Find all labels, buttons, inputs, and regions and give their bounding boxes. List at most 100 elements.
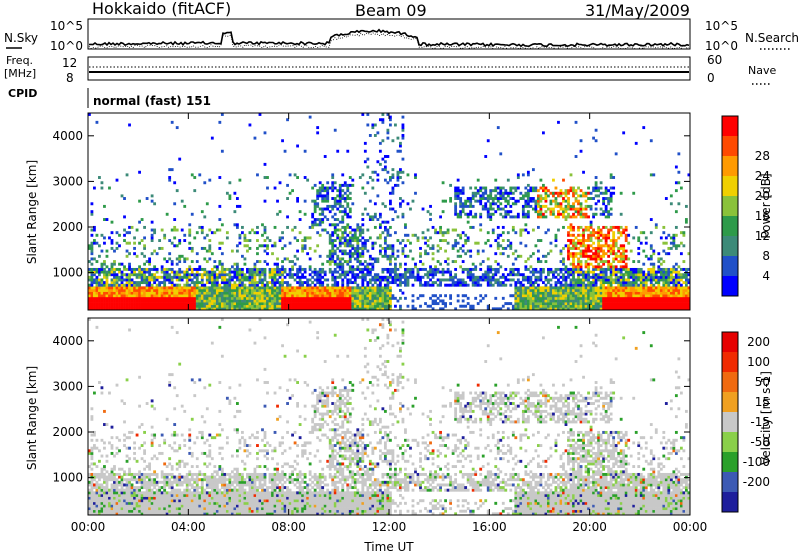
power-cell [549,307,553,311]
power-cell [173,244,177,248]
power-cell [677,283,681,287]
power-cell [230,286,234,290]
power-cell [333,275,337,279]
power-cell [195,260,199,264]
power-cell [238,281,242,285]
power-cell [394,267,397,271]
power-cell [318,267,322,271]
power-cell [326,218,330,221]
power-cell [120,291,124,295]
power-cell [564,296,568,300]
power-cell [582,281,585,285]
power-cell [456,191,460,195]
power-cell [617,296,621,300]
power-cell [491,189,495,193]
power-cell [682,281,686,285]
power-cell [574,278,578,282]
power-heatmap-cells [88,113,691,311]
power-cell [499,275,503,279]
power-cell [90,296,94,300]
power-cell [356,283,360,287]
power-cell [572,304,575,308]
power-cell [654,307,658,311]
power-cell [607,246,611,250]
power-cell [557,202,560,206]
power-cell [140,286,144,290]
power-cell [378,149,382,153]
power-cell [557,191,560,195]
power-cell [514,281,518,285]
power-cell [562,307,565,311]
power-cell [353,252,357,256]
power-cell [459,204,463,208]
power-cell [326,291,330,295]
power-cell [609,176,613,179]
power-cell [95,304,99,308]
power-cell [659,307,663,311]
power-cell [170,283,174,287]
power-cell [587,286,590,290]
power-cell [271,273,274,277]
power-cell [572,207,575,211]
power-cell [125,278,129,282]
power-cell [263,302,267,306]
power-cell [516,288,520,292]
power-cell [637,288,641,292]
power-cell [168,252,172,256]
power-cell [348,225,352,229]
power-cell [328,291,332,295]
power-cell [88,267,91,271]
power-cell [170,296,174,300]
power-cell [564,267,568,271]
power-cell [205,307,209,311]
power-cell [614,299,618,303]
power-cell [536,249,540,253]
power-cell [587,186,590,190]
power-cell [313,299,317,303]
power-cell [185,286,189,290]
power-cell [326,304,330,308]
power-cell [103,291,106,295]
power-cell [637,296,641,300]
power-cell [396,239,400,243]
power-cell [529,286,533,290]
power-cell [539,260,543,264]
power-cell [281,281,284,285]
power-cell [230,302,234,306]
power-cell [361,288,365,292]
power-cell [394,296,397,300]
power-cell [173,202,177,206]
power-cell [599,283,603,287]
power-cell [153,294,157,298]
power-cell [326,283,330,287]
power-cell [557,296,560,300]
power-cell [607,202,611,206]
power-cell [143,299,146,303]
power-cell [323,189,327,193]
power-cell [542,296,545,300]
power-cell [326,294,330,298]
power-cell [346,262,350,266]
power-cell [539,296,543,300]
power-cell [414,262,417,266]
power-cell [353,288,357,292]
power-cell [150,199,154,203]
power-cell [353,239,357,243]
power-cell [439,239,442,243]
power-cell [235,286,239,290]
power-cell [373,260,377,264]
power-cell [376,288,380,292]
power-cell [629,299,633,303]
power-cell [609,252,613,256]
power-cell [607,199,611,203]
power-cell [557,294,560,298]
power-cell [261,244,264,248]
power-cell [223,270,227,274]
power-cell [326,231,330,235]
power-cell [128,283,131,287]
power-cell [353,249,357,253]
power-cell [356,223,360,227]
power-cell [113,281,116,285]
power-cell [368,299,372,303]
power-cell [539,278,543,282]
